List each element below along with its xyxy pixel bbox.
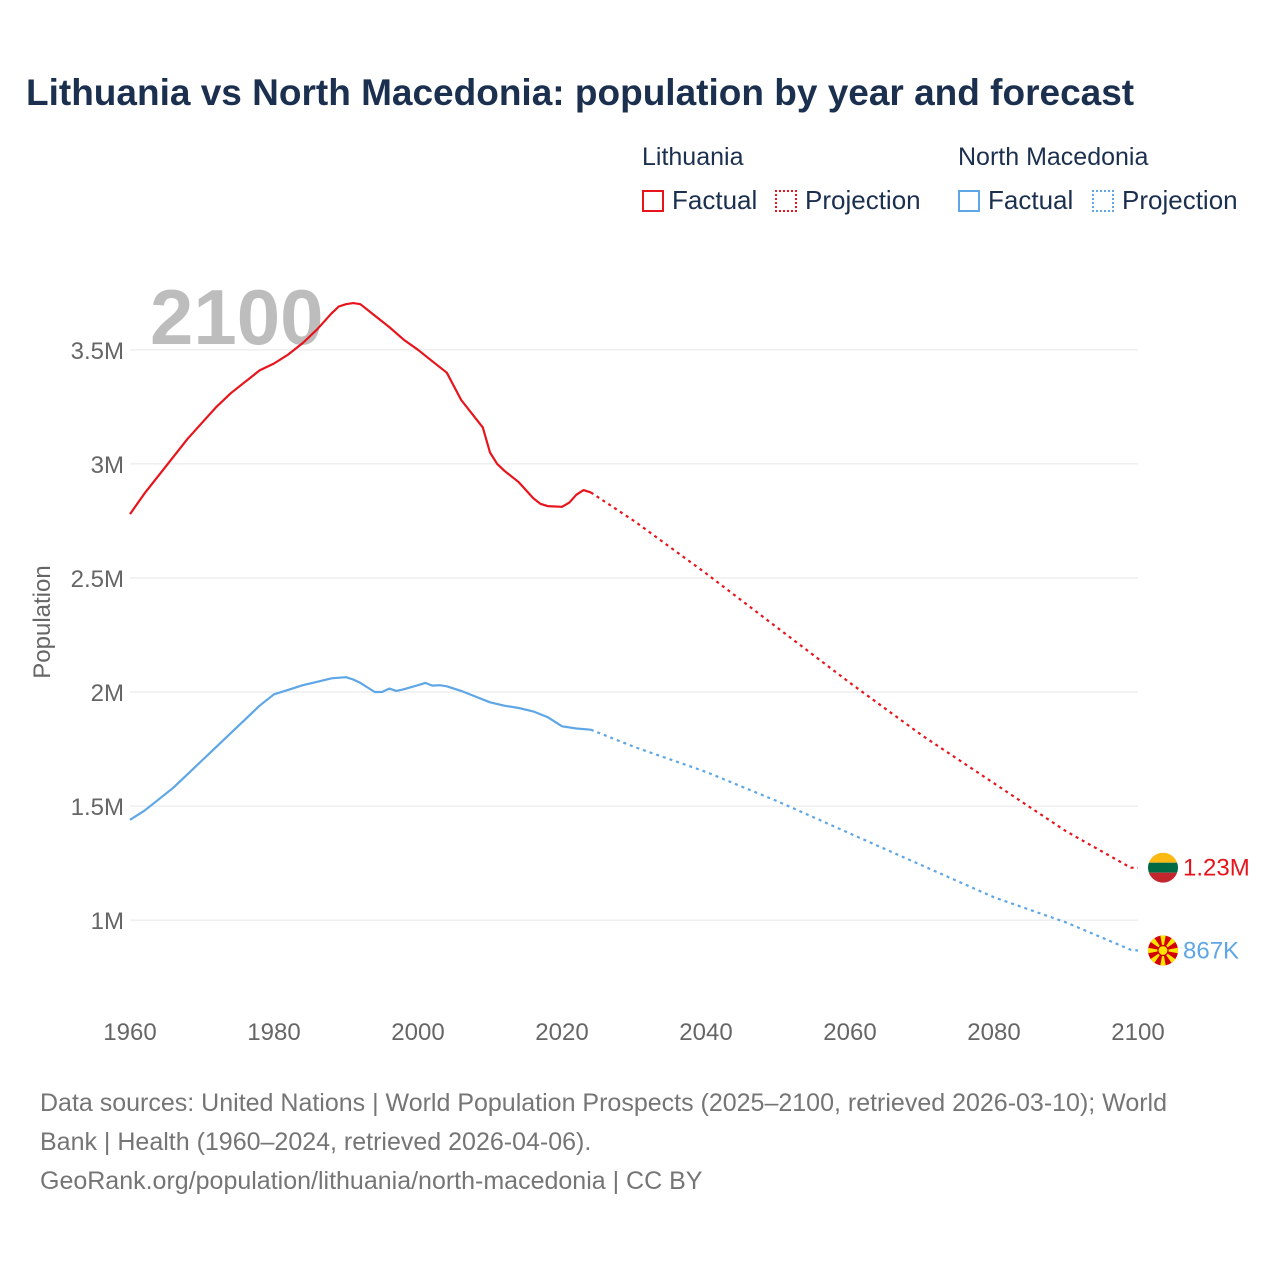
x-tick-label: 2040 bbox=[679, 1019, 732, 1046]
x-tick-label: 2080 bbox=[967, 1019, 1020, 1046]
legend-swatch-solid bbox=[958, 189, 980, 212]
flag-sun-ray bbox=[1159, 935, 1167, 951]
y-tick-label: 1.5M bbox=[71, 794, 124, 821]
flag-stripe-red bbox=[1148, 872, 1178, 883]
flag-stripe-green bbox=[1148, 862, 1178, 873]
flag-field bbox=[1148, 935, 1178, 966]
north-macedonia-end-value-label: 867K bbox=[1183, 937, 1239, 964]
x-tick-label: 2060 bbox=[823, 1019, 876, 1046]
y-tick-label: 3.5M bbox=[71, 338, 124, 365]
source-line: Bank | Health (1960–2024, retrieved 2026… bbox=[40, 1128, 592, 1156]
legend-label: Projection bbox=[1122, 185, 1238, 215]
flag-stripe-yellow bbox=[1148, 852, 1178, 863]
x-tick-label: 1980 bbox=[247, 1019, 300, 1046]
population-line-chart: 1M 1.5M 2M 2.5M 3M 3.5M 1960 1980 2000 2020 2040 20… bbox=[29, 273, 1250, 1046]
y-axis-label: Population bbox=[29, 565, 56, 678]
north-macedonia-flag-icon bbox=[1148, 935, 1178, 966]
lithuania-projection-line bbox=[590, 491, 1138, 869]
legend-swatch-solid bbox=[642, 189, 664, 212]
y-tick-label: 1M bbox=[91, 908, 124, 935]
legend-swatch-dotted bbox=[1092, 189, 1114, 212]
y-tick-label: 2M bbox=[91, 680, 124, 707]
chart-title: Lithuania vs North Macedonia: population… bbox=[26, 72, 1135, 113]
x-tick-label: 1960 bbox=[103, 1019, 156, 1046]
legend-swatch-dotted bbox=[775, 189, 797, 212]
legend-lithuania-projection[interactable]: Projection bbox=[775, 185, 921, 216]
legend-label: Projection bbox=[805, 185, 921, 215]
north-macedonia-projection-line bbox=[590, 728, 1139, 952]
legend-label: Factual bbox=[988, 185, 1074, 215]
x-tick-label: 2000 bbox=[391, 1019, 444, 1046]
y-tick-label: 2.5M bbox=[71, 566, 124, 593]
lithuania-factual-line bbox=[129, 302, 592, 515]
north-macedonia-factual-line bbox=[129, 676, 591, 821]
source-line: GeoRank.org/population/lithuania/north-m… bbox=[40, 1167, 703, 1195]
flag-sun-disc bbox=[1157, 944, 1169, 957]
x-tick-label: 2100 bbox=[1111, 1019, 1164, 1046]
current-year-label: 2100 bbox=[150, 273, 324, 361]
lithuania-end-value-label: 1.23M bbox=[1183, 855, 1250, 882]
source-note: Data sources: United Nations | World Pop… bbox=[40, 1084, 1240, 1201]
legend-group-lithuania: Lithuania bbox=[642, 143, 744, 171]
legend-north-macedonia-projection[interactable]: Projection bbox=[1092, 185, 1238, 216]
legend-group-north-macedonia: North Macedonia bbox=[958, 143, 1149, 171]
y-tick-label: 3M bbox=[91, 452, 124, 479]
legend-label: Factual bbox=[672, 185, 758, 215]
source-line: Data sources: United Nations | World Pop… bbox=[40, 1089, 1168, 1117]
flag-stripes bbox=[1148, 852, 1178, 883]
legend-north-macedonia-factual[interactable]: Factual bbox=[958, 185, 1073, 216]
legend-lithuania-factual[interactable]: Factual bbox=[642, 185, 757, 216]
flag-sun-ray bbox=[1163, 946, 1178, 955]
lithuania-flag-icon bbox=[1148, 852, 1178, 883]
flag-sun-ray bbox=[1159, 950, 1167, 966]
x-tick-label: 2020 bbox=[535, 1019, 588, 1046]
flag-sun-ray bbox=[1148, 946, 1163, 955]
